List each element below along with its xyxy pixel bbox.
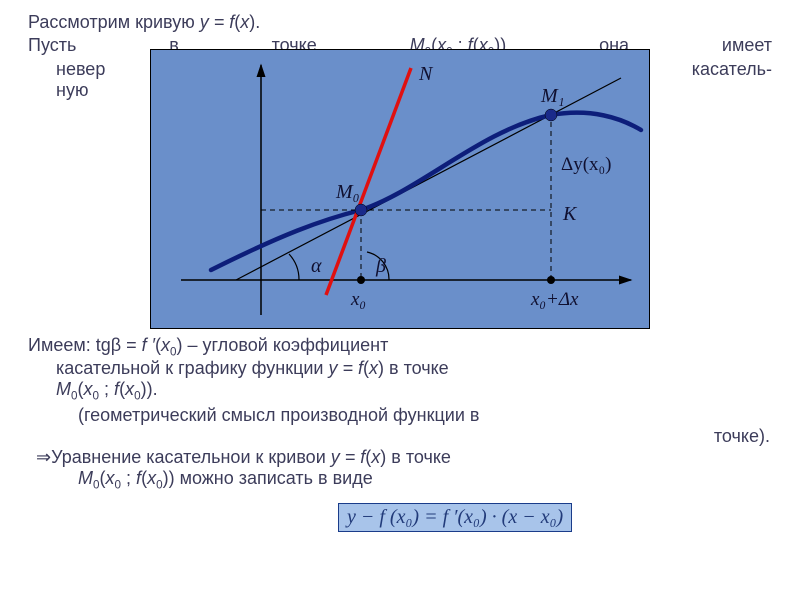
svg-text:x₀: x₀	[350, 289, 366, 310]
t: Рассмотрим кривую	[28, 12, 200, 32]
t: y = f	[331, 447, 366, 467]
t: имеет	[722, 35, 772, 59]
intro-line-1: Рассмотрим кривую y = f(x).	[28, 12, 772, 33]
t: ) – угловой коэффициент	[177, 335, 389, 355]
t: ) в точке	[380, 447, 451, 467]
para-eqn: ⇒Уравнение касательнои к кривои y = f(x)…	[28, 447, 772, 468]
t: f ′	[142, 335, 155, 355]
t: касательной к графику функции	[56, 358, 329, 378]
t: ную	[56, 80, 88, 100]
svg-text:K: K	[562, 203, 578, 225]
t: Имеем: tgβ =	[28, 335, 142, 355]
para-tg-beta: Имеем: tgβ = f ′(x0) – угловой коэффицие…	[28, 335, 772, 359]
tangent-diagram: N M₁ M₀ K Δy(x₀) α β x₀ x₀+Δx	[150, 49, 650, 329]
svg-text:x₀+Δx: x₀+Δx	[530, 289, 579, 310]
t: ).	[249, 12, 260, 32]
formula-text: y − f (x₀) = f ′(x₀) · (x − x₀)	[347, 506, 563, 528]
t: Уравнение касательнои к кривои	[51, 447, 331, 467]
para-cont-2: M0(x0 ; f(x0)).	[28, 379, 772, 403]
chart-svg: N M₁ M₀ K Δy(x₀) α β x₀ x₀+Δx	[151, 50, 651, 330]
svg-text:Δy(x₀): Δy(x₀)	[561, 154, 612, 175]
t: ) в точке	[378, 358, 449, 378]
tangent-equation-box: y − f (x₀) = f ′(x₀) · (x − x₀)	[338, 503, 572, 532]
t: x	[125, 379, 134, 399]
t: M	[78, 468, 93, 488]
t: x	[147, 468, 156, 488]
t: x	[371, 447, 380, 467]
t: точке).	[714, 426, 770, 446]
t: касатель-	[692, 59, 772, 80]
t: ;	[121, 468, 136, 488]
t: y = f	[329, 358, 364, 378]
arrow-icon: ⇒	[36, 447, 51, 467]
svg-text:M₀: M₀	[335, 181, 360, 203]
t: ;	[99, 379, 114, 399]
t: (геометрический смысл производной функци…	[78, 405, 479, 425]
para-eqn-2: M0(x0 ; f(x0)) можно записать в виде	[28, 468, 772, 492]
svg-text:M₁: M₁	[540, 85, 565, 107]
t: невер	[56, 59, 105, 80]
t: x	[106, 468, 115, 488]
t: Пусть	[28, 35, 76, 59]
t: )).	[141, 379, 158, 399]
t: x	[84, 379, 93, 399]
t: M	[56, 379, 71, 399]
t: x	[161, 335, 170, 355]
t: y = f	[200, 12, 235, 32]
para-geom-end: точке).	[28, 426, 772, 447]
t: )) можно записать в виде	[163, 468, 373, 488]
t: x	[240, 12, 249, 32]
para-cont-1: касательной к графику функции y = f(x) в…	[28, 358, 772, 379]
para-geom: (геометрический смысл производной функци…	[28, 405, 772, 426]
svg-text:β: β	[375, 255, 386, 277]
svg-text:N: N	[418, 63, 434, 85]
svg-text:α: α	[311, 255, 322, 277]
t: x	[369, 358, 378, 378]
